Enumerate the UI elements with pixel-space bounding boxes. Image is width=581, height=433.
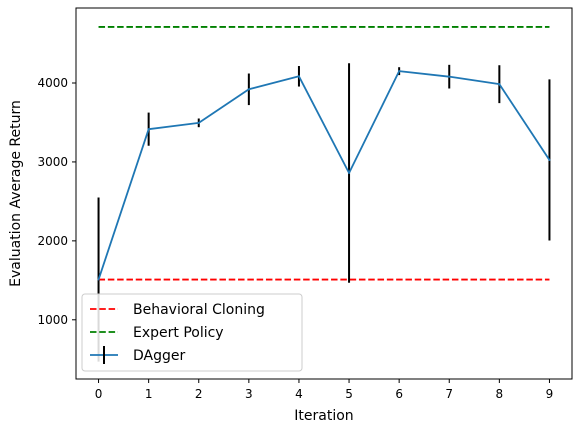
axes: 0 1 2 3 4 5 6 7 8 9 1000 2000 3000 4000 Iteration Evalu… <box>8 7 573 424</box>
plot-frame <box>75 7 573 380</box>
x-tick-label: 4 <box>295 387 303 401</box>
dagger-point-3 <box>247 88 250 91</box>
y-tick-label: 4000 <box>37 76 68 90</box>
x-axis-label: Iteration <box>294 408 353 424</box>
dagger-point-8 <box>498 83 501 86</box>
legend-label-expert-policy: Expert Policy <box>133 325 224 341</box>
y-axis-label: Evaluation Average Return <box>8 100 24 287</box>
dagger-point-2 <box>197 121 200 124</box>
y-tick-label: 3000 <box>37 155 68 169</box>
x-tick-label: 3 <box>245 387 253 401</box>
x-tick-label: 9 <box>546 387 554 401</box>
dagger-point-4 <box>297 75 300 78</box>
y-tick-label: 1000 <box>37 313 68 327</box>
x-tick-label: 7 <box>445 387 453 401</box>
dagger-point-9 <box>548 158 551 161</box>
x-tick-label: 1 <box>145 387 153 401</box>
legend-label-behavioral-cloning: Behavioral Cloning <box>133 302 265 318</box>
dagger-point-1 <box>147 128 150 131</box>
x-tick-label: 5 <box>345 387 353 401</box>
legend-label-dagger: DAgger <box>133 348 185 364</box>
dagger-series-line <box>97 70 551 280</box>
dagger-point-5 <box>348 171 351 174</box>
x-tick-label: 8 <box>496 387 504 401</box>
dagger-point-0 <box>97 278 100 281</box>
x-tick-label: 0 <box>95 387 103 401</box>
dagger-point-6 <box>398 70 401 73</box>
legend-box <box>81 293 303 372</box>
dagger-point-7 <box>448 75 451 78</box>
x-tick-label: 6 <box>395 387 403 401</box>
legend: Behavioral Cloning Expert Policy DAgger <box>81 293 303 372</box>
y-tick-label: 2000 <box>37 234 68 248</box>
x-tick-label: 2 <box>195 387 203 401</box>
